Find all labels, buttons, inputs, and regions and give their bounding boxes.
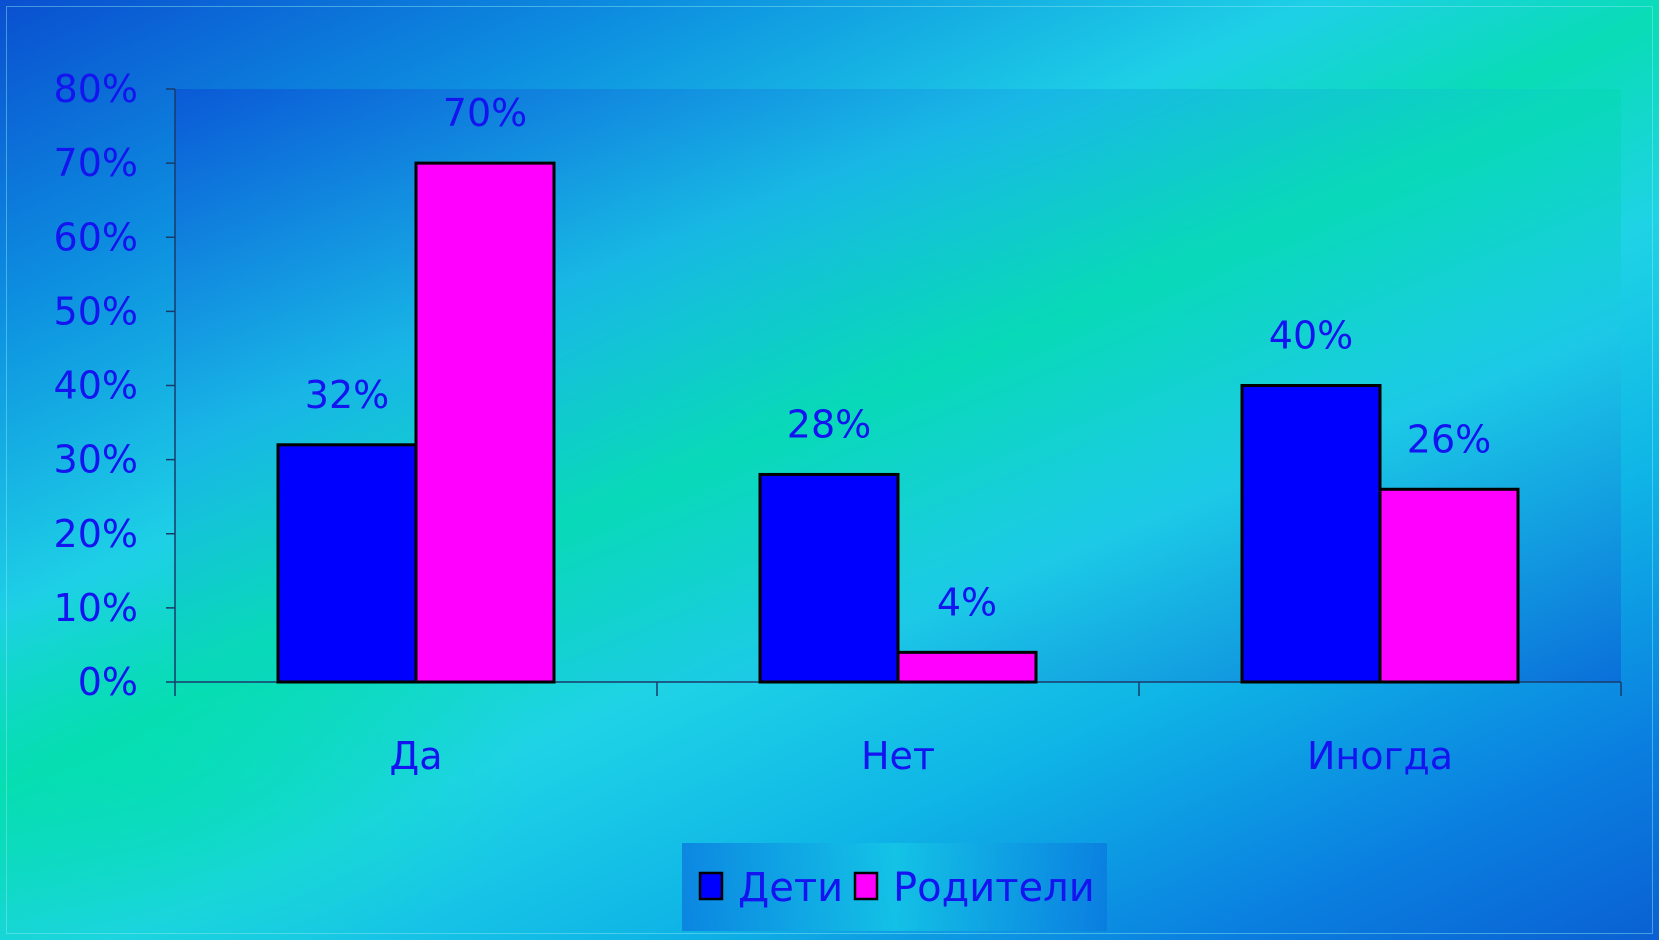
bar <box>896 650 1038 684</box>
data-label: 32% <box>305 373 389 417</box>
x-tick-label: Нет <box>861 734 935 778</box>
legend: Дети Родители <box>682 843 1107 931</box>
legend-swatch <box>698 871 724 901</box>
x-axis: Да Нет Иногда <box>174 681 1622 778</box>
y-tick-label: 30% <box>54 438 138 482</box>
y-tick-label: 60% <box>54 215 138 259</box>
y-tick-label: 0% <box>78 660 138 704</box>
data-labels: 32% 70% 28% 4% 40% 26% <box>305 91 1491 624</box>
y-axis: 0% 10% 20% 30% 40% 50% 60% 70% 80% <box>54 67 176 704</box>
x-tick-label: Да <box>390 734 443 778</box>
data-label: 4% <box>937 580 997 624</box>
bars <box>276 161 1520 684</box>
bar <box>1240 384 1382 684</box>
data-label: 70% <box>443 91 527 135</box>
legend-label: Дети <box>738 865 843 911</box>
legend-swatch <box>853 871 879 901</box>
legend-box <box>682 843 1107 931</box>
data-label: 40% <box>1269 314 1353 358</box>
legend-label: Родители <box>893 865 1095 911</box>
bar <box>414 161 556 684</box>
y-tick-label: 20% <box>54 512 138 556</box>
data-label: 26% <box>1407 417 1491 461</box>
data-label: 28% <box>787 402 871 446</box>
bar <box>276 443 418 684</box>
y-tick-label: 80% <box>54 67 138 111</box>
x-tick-label: Иногда <box>1307 734 1453 778</box>
y-tick-label: 40% <box>54 364 138 408</box>
bar <box>1378 487 1520 684</box>
y-tick-label: 50% <box>54 289 138 333</box>
y-tick-label: 10% <box>54 586 138 630</box>
bar <box>758 472 900 684</box>
y-tick-label: 70% <box>54 141 138 185</box>
